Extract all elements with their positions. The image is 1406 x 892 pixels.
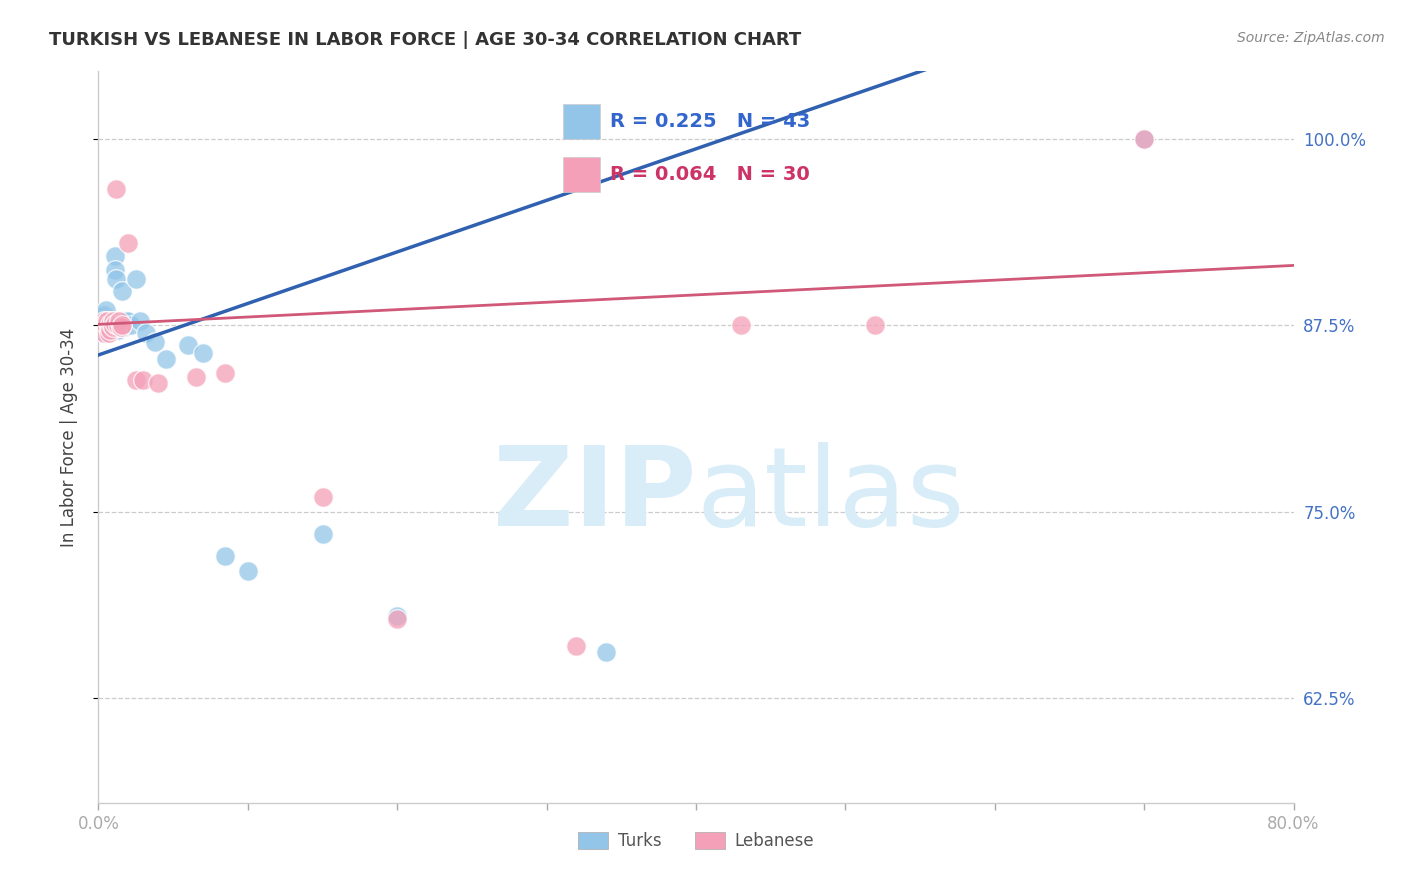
Point	[98, 317, 122, 331]
Point	[214, 366, 236, 380]
Point	[565, 639, 588, 653]
Point	[1133, 131, 1156, 145]
Point	[184, 370, 207, 384]
Point	[107, 318, 129, 332]
Point	[865, 318, 887, 332]
Point	[112, 319, 135, 334]
Point	[1133, 131, 1156, 145]
Point	[730, 318, 752, 332]
Point	[107, 317, 129, 331]
Point	[385, 612, 409, 626]
Point	[93, 326, 115, 340]
Point	[311, 527, 333, 541]
Point	[96, 326, 118, 340]
Point	[91, 318, 114, 332]
Point	[117, 235, 139, 250]
Point	[90, 313, 112, 327]
Point	[311, 490, 333, 504]
Point	[236, 565, 259, 579]
Point	[98, 318, 122, 332]
Point	[148, 376, 170, 391]
Y-axis label: In Labor Force | Age 30-34: In Labor Force | Age 30-34	[59, 327, 77, 547]
Text: ZIP: ZIP	[492, 442, 696, 549]
Point	[97, 326, 120, 340]
Point	[125, 272, 148, 286]
Point	[108, 319, 131, 334]
Point	[93, 308, 115, 322]
Point	[94, 303, 117, 318]
Point	[155, 352, 177, 367]
Point	[104, 317, 127, 331]
Text: Source: ZipAtlas.com: Source: ZipAtlas.com	[1237, 31, 1385, 45]
Point	[94, 318, 117, 332]
Point	[595, 645, 617, 659]
Point	[107, 323, 129, 337]
Point	[98, 323, 122, 337]
Point	[98, 313, 122, 327]
Point	[111, 313, 134, 327]
Point	[93, 326, 115, 340]
Point	[97, 323, 120, 337]
Point	[191, 346, 214, 360]
Text: atlas: atlas	[696, 442, 965, 549]
Point	[114, 313, 136, 327]
Text: TURKISH VS LEBANESE IN LABOR FORCE | AGE 30-34 CORRELATION CHART: TURKISH VS LEBANESE IN LABOR FORCE | AGE…	[49, 31, 801, 49]
Point	[143, 334, 166, 349]
Point	[129, 313, 152, 327]
Point	[177, 337, 200, 351]
Point	[105, 272, 128, 286]
Point	[108, 313, 131, 327]
Point	[101, 323, 124, 337]
Point	[91, 318, 114, 332]
Point	[96, 313, 118, 327]
Point	[135, 326, 157, 340]
Point	[105, 182, 128, 196]
Point	[103, 319, 125, 334]
Point	[104, 263, 127, 277]
Point	[110, 315, 132, 329]
Point	[385, 609, 409, 624]
Point	[132, 373, 155, 387]
Point	[111, 284, 134, 298]
Point	[117, 313, 139, 327]
Point	[101, 319, 124, 334]
Point	[125, 373, 148, 387]
Point	[94, 315, 117, 329]
Point	[101, 318, 124, 332]
Legend: Turks, Lebanese: Turks, Lebanese	[571, 825, 821, 856]
Point	[97, 317, 120, 331]
Point	[93, 313, 115, 327]
Point	[103, 313, 125, 327]
Point	[104, 250, 127, 264]
Point	[120, 318, 142, 332]
Point	[103, 317, 125, 331]
Point	[96, 313, 118, 327]
Point	[214, 549, 236, 564]
Point	[111, 318, 134, 332]
Point	[97, 319, 120, 334]
Point	[103, 319, 125, 334]
Point	[110, 319, 132, 334]
Point	[105, 313, 128, 327]
